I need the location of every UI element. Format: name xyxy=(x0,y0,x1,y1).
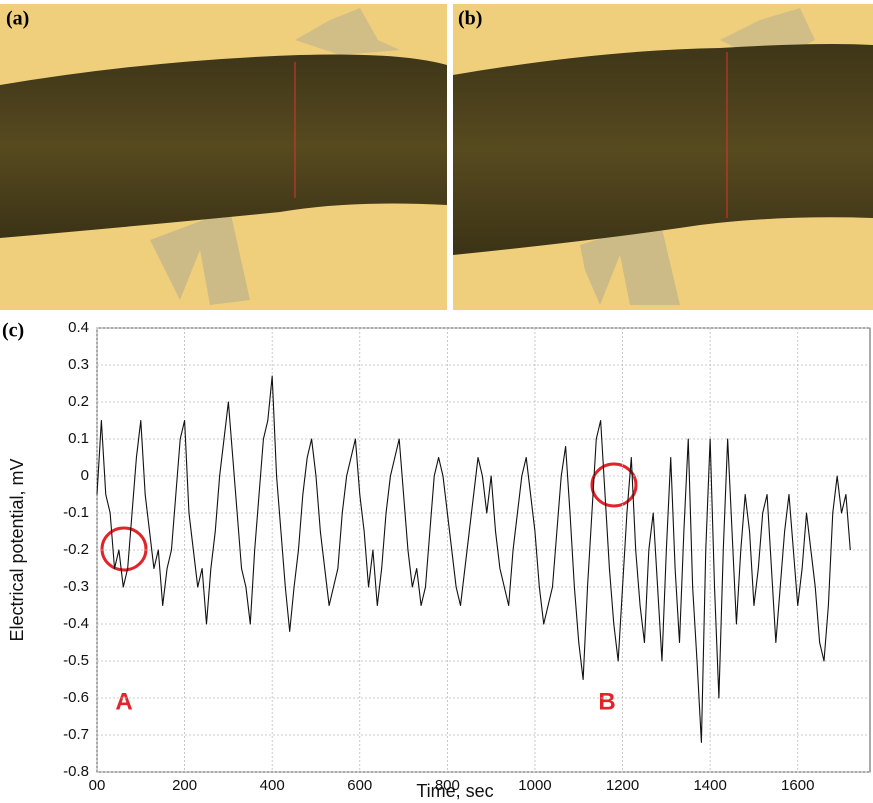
y-axis-label: Electrical potential, mV xyxy=(7,458,27,641)
panel-label: (b) xyxy=(458,8,482,30)
y-tick-label: -0.2 xyxy=(63,541,89,558)
data-line xyxy=(96,375,851,743)
x-tick-label: 1000 xyxy=(518,777,551,794)
panel-label: (c) xyxy=(2,320,24,342)
highlight-circle xyxy=(590,462,638,508)
y-tick-label: -0.8 xyxy=(63,763,89,780)
x-tick-label: 800 xyxy=(435,777,460,794)
y-tick-label: -0.1 xyxy=(63,504,89,521)
annotation: B xyxy=(598,688,615,715)
x-axis-label: Time, sec xyxy=(416,781,493,801)
y-tick-label: -0.5 xyxy=(63,652,89,669)
y-tick-label: -0.4 xyxy=(63,615,89,632)
y-tick-label: -0.3 xyxy=(63,578,89,595)
x-tick-label: 1600 xyxy=(781,777,814,794)
highlight-circle xyxy=(100,526,148,572)
annotation: A xyxy=(115,688,132,715)
micrograph-b: (b) xyxy=(453,4,873,310)
x-tick-label: 200 xyxy=(172,777,197,794)
micrograph-a: (a) xyxy=(0,4,447,310)
x-tick-label: 1400 xyxy=(693,777,726,794)
y-tick-label: 0.1 xyxy=(68,430,89,447)
x-tick-label: 00 xyxy=(89,777,106,794)
y-tick-label: -0.7 xyxy=(63,726,89,743)
y-tick-label: 0.2 xyxy=(68,393,89,410)
y-tick-label: 0.4 xyxy=(68,319,89,336)
x-tick-label: 1200 xyxy=(606,777,639,794)
y-tick-label: 0.3 xyxy=(68,356,89,373)
x-tick-label: 600 xyxy=(347,777,372,794)
panel-label: (a) xyxy=(6,8,29,30)
y-tick-label: 0 xyxy=(81,467,89,484)
x-tick-label: 400 xyxy=(260,777,285,794)
y-tick-label: -0.6 xyxy=(63,689,89,706)
